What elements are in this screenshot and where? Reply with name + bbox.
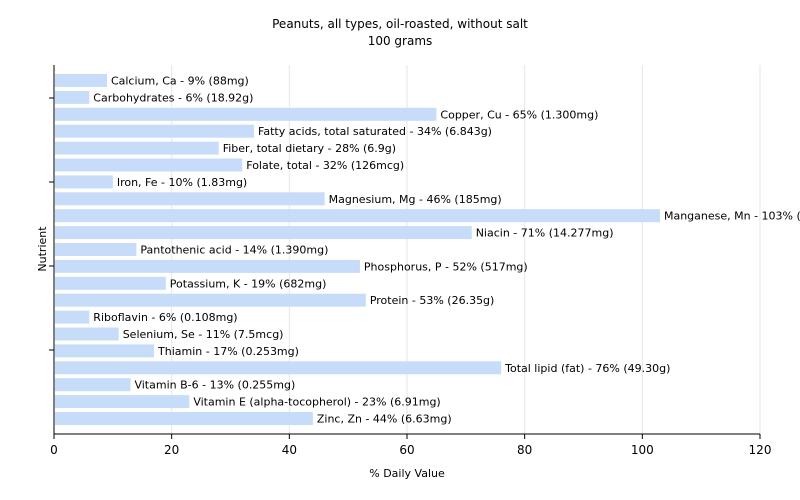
bar-label: Protein - 53% (26.35g) <box>370 294 495 307</box>
bar <box>55 209 660 223</box>
bar <box>55 259 360 273</box>
bar-label: Fiber, total dietary - 28% (6.9g) <box>223 142 396 155</box>
bar <box>55 175 113 189</box>
bars <box>55 74 660 425</box>
bar-label: Fatty acids, total saturated - 34% (6.84… <box>258 125 492 138</box>
x-tick-label: 20 <box>164 443 179 457</box>
bar <box>55 90 90 104</box>
bar-label: Calcium, Ca - 9% (88mg) <box>111 75 249 88</box>
bar-label: Copper, Cu - 65% (1.300mg) <box>440 108 598 121</box>
y-axis-label: Nutrient <box>36 226 49 272</box>
bar-label: Vitamin E (alpha-tocopherol) - 23% (6.91… <box>193 396 440 409</box>
bar <box>55 361 502 375</box>
bar <box>55 158 243 172</box>
bar-label: Selenium, Se - 11% (7.5mcg) <box>123 328 284 341</box>
x-tick-label: 120 <box>749 443 772 457</box>
bar <box>55 344 155 358</box>
bar-label: Vitamin B-6 - 13% (0.255mg) <box>134 379 295 392</box>
bar-label: Iron, Fe - 10% (1.83mg) <box>117 176 247 189</box>
bar-labels: Calcium, Ca - 9% (88mg) Carbohydrates - 6… <box>93 75 800 426</box>
x-axis-label: % Daily Value <box>369 467 445 480</box>
x-tick-label: 40 <box>282 443 297 457</box>
bar <box>55 192 325 206</box>
bar-label: Magnesium, Mg - 46% (185mg) <box>329 193 502 206</box>
bar-label: Riboflavin - 6% (0.108mg) <box>93 311 237 324</box>
x-tick-label: 0 <box>50 443 58 457</box>
bar <box>55 276 166 290</box>
x-tick-label: 80 <box>517 443 532 457</box>
bar <box>55 327 119 341</box>
bar <box>55 124 255 138</box>
bar <box>55 395 190 409</box>
bar-label: Thiamin - 17% (0.253mg) <box>157 345 299 358</box>
bar <box>55 226 472 240</box>
bar-label: Potassium, K - 19% (682mg) <box>170 277 327 290</box>
x-tick-label: 60 <box>399 443 414 457</box>
y-axis-ticks <box>49 97 54 351</box>
bar-label: Phosphorus, P - 52% (517mg) <box>364 260 528 273</box>
chart-title: Peanuts, all types, oil-roasted, without… <box>272 17 528 31</box>
bar-label: Niacin - 71% (14.277mg) <box>476 227 614 240</box>
bar-label: Carbohydrates - 6% (18.92g) <box>93 91 253 104</box>
bar <box>55 107 437 121</box>
bar <box>55 141 219 155</box>
bar-label: Folate, total - 32% (126mcg) <box>246 159 404 172</box>
bar-label: Total lipid (fat) - 76% (49.30g) <box>504 362 670 375</box>
x-axis-ticks: 0 20 40 60 80 100 120 <box>50 434 771 457</box>
bar-label: Zinc, Zn - 44% (6.63mg) <box>317 413 452 426</box>
bar <box>55 378 131 392</box>
x-tick-label: 100 <box>631 443 654 457</box>
bar <box>55 74 107 87</box>
bar-label: Pantothenic acid - 14% (1.390mg) <box>140 244 328 257</box>
bar-label: Manganese, Mn - 103% (2.062mg) <box>664 210 800 223</box>
bar <box>55 293 366 307</box>
chart-subtitle: 100 grams <box>368 34 433 48</box>
bar <box>55 412 313 425</box>
bar <box>55 243 137 256</box>
bar <box>55 310 90 324</box>
